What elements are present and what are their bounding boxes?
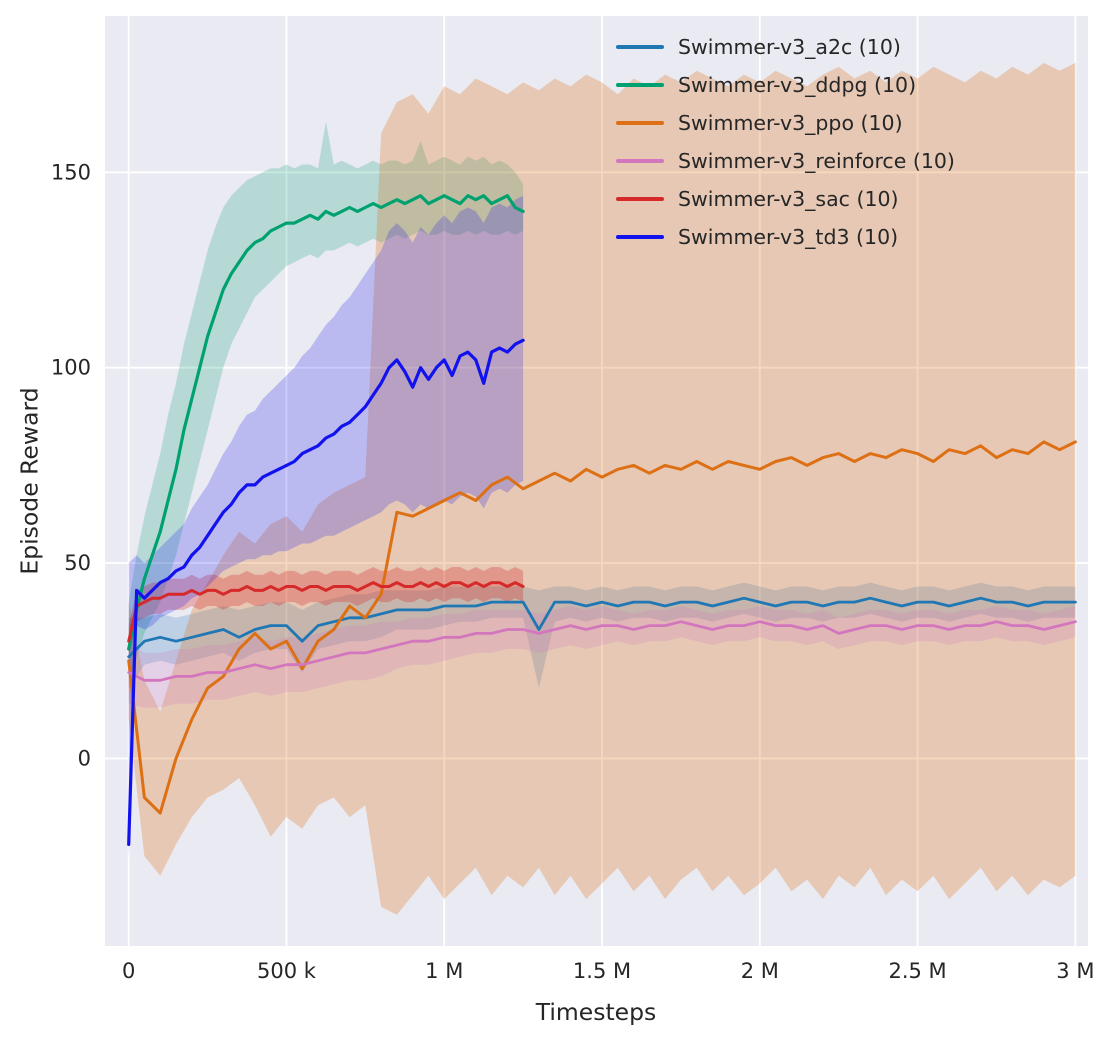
x-tick-label: 2 M xyxy=(741,959,779,983)
series-band-ddpg xyxy=(128,121,524,681)
y-tick-label: 150 xyxy=(51,160,91,184)
series-line-ppo xyxy=(127,440,1077,815)
y-tick-label: 0 xyxy=(78,746,91,770)
series-line-a2c xyxy=(127,596,1077,659)
legend-swatch-sac xyxy=(616,197,664,201)
legend-swatch-ppo xyxy=(616,121,664,125)
series-band-ppo xyxy=(128,62,1076,915)
x-tick-label: 2.5 M xyxy=(888,959,946,983)
legend-label: Swimmer-v3_sac (10) xyxy=(678,187,899,211)
legend-item-reinforce: Swimmer-v3_reinforce (10) xyxy=(616,142,955,180)
legend-label: Swimmer-v3_reinforce (10) xyxy=(678,149,955,173)
series-line-sac xyxy=(127,581,525,643)
legend-swatch-td3 xyxy=(616,235,664,239)
legend: Swimmer-v3_a2c (10) Swimmer-v3_ddpg (10) S… xyxy=(616,28,955,256)
legend-item-td3: Swimmer-v3_td3 (10) xyxy=(616,218,955,256)
x-axis-label: Timesteps xyxy=(535,998,657,1026)
legend-label: Swimmer-v3_a2c (10) xyxy=(678,35,901,59)
legend-label: Swimmer-v3_ppo (10) xyxy=(678,111,903,135)
x-tick-label: 3 M xyxy=(1056,959,1094,983)
legend-item-a2c: Swimmer-v3_a2c (10) xyxy=(616,28,955,66)
y-tick-label: 50 xyxy=(64,551,91,575)
legend-item-ddpg: Swimmer-v3_ddpg (10) xyxy=(616,66,955,104)
legend-item-ppo: Swimmer-v3_ppo (10) xyxy=(616,104,955,142)
series-band-reinforce xyxy=(128,606,1076,708)
series-line-ddpg xyxy=(127,194,525,651)
legend-swatch-reinforce xyxy=(616,159,664,163)
x-tick-label: 1.5 M xyxy=(573,959,631,983)
series-band-a2c xyxy=(128,582,1076,689)
x-tick-label: 500 k xyxy=(257,959,317,983)
series-line-reinforce xyxy=(127,620,1077,682)
y-tick-label: 100 xyxy=(51,356,91,380)
series-line-td3 xyxy=(127,338,525,846)
series-band-td3 xyxy=(128,195,524,860)
legend-label: Swimmer-v3_td3 (10) xyxy=(678,225,899,249)
plot-area xyxy=(105,16,1088,946)
legend-swatch-a2c xyxy=(616,45,664,49)
series-band-sac xyxy=(128,567,524,657)
x-tick-label: 0 xyxy=(122,959,135,983)
legend-swatch-ddpg xyxy=(616,83,664,87)
legend-item-sac: Swimmer-v3_sac (10) xyxy=(616,180,955,218)
x-tick-label: 1 M xyxy=(425,959,463,983)
legend-label: Swimmer-v3_ddpg (10) xyxy=(678,73,917,97)
